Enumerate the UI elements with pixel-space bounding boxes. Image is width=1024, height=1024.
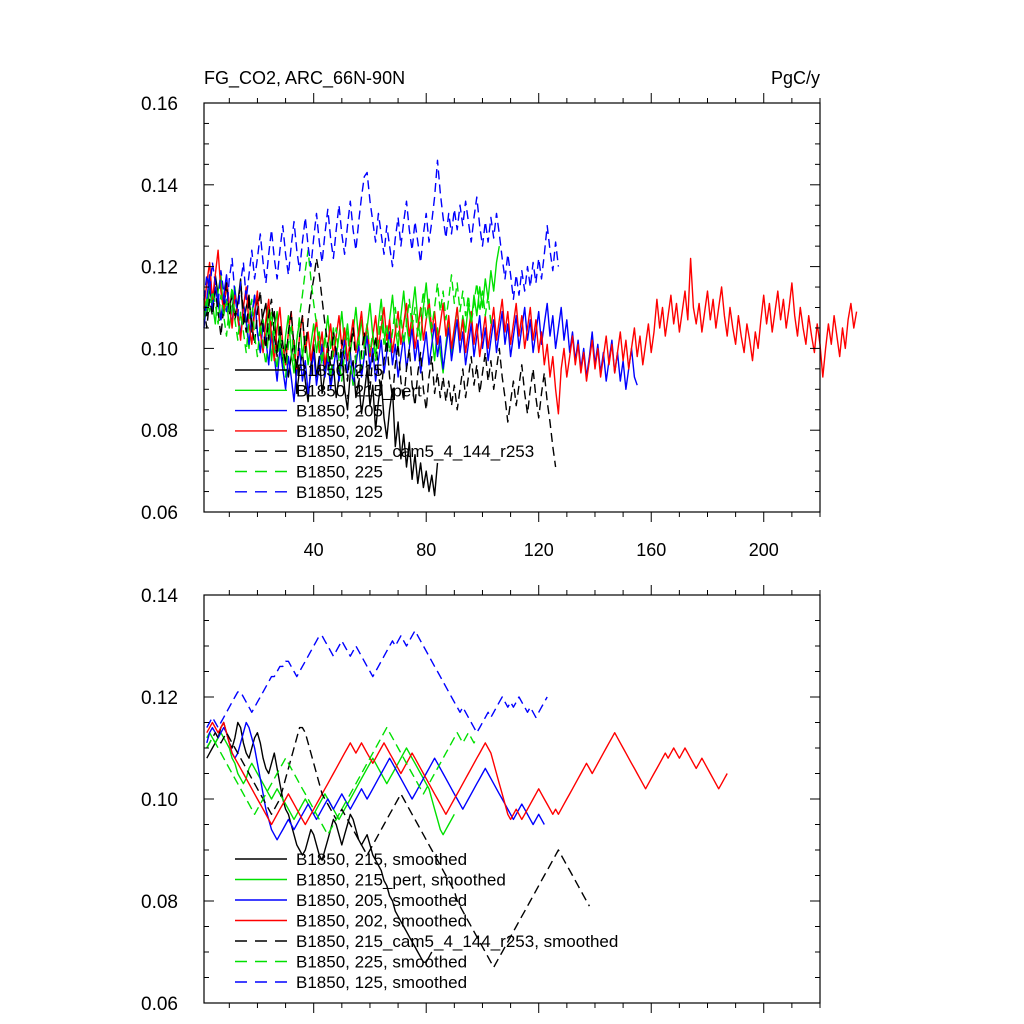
top-x-tick-label: 80 <box>416 540 436 560</box>
top-x-tick-label: 40 <box>304 540 324 560</box>
top-panel-title: FG_CO2, ARC_66N-90N <box>204 68 405 89</box>
top-series-line-6 <box>203 159 560 317</box>
bottom-legend-label-4: B1850, 215_cam5_4_144_r253, smoothed <box>296 932 618 951</box>
top-panel-units: PgC/y <box>771 68 820 88</box>
bottom-series-line-5 <box>206 726 478 836</box>
top-legend-label-5: B1850, 225 <box>296 463 383 482</box>
top-y-tick-label: 0.06 <box>141 503 178 524</box>
top-series-line-4 <box>203 257 557 468</box>
top-legend-label-4: B1850, 215_cam5_4_144_r253 <box>296 442 534 461</box>
bottom-legend-label-1: B1850, 215_pert, smoothed <box>296 871 506 890</box>
top-y-tick-label: 0.12 <box>141 258 178 279</box>
top-legend-label-3: B1850, 202 <box>296 422 383 441</box>
top-y-tick-label: 0.14 <box>141 176 178 197</box>
bottom-y-tick-label: 0.08 <box>141 892 178 913</box>
top-series-line-5 <box>203 249 492 386</box>
bottom-series-line-4 <box>206 726 591 968</box>
bottom-series-line-2 <box>206 721 545 841</box>
bottom-legend-label-2: B1850, 205, smoothed <box>296 891 467 910</box>
bottom-y-tick-label: 0.12 <box>141 688 178 709</box>
top-chart-panel: 40 80 120 160 200 0.06 0.08 0.10 0.12 0.14 0.16 B18… <box>141 93 858 560</box>
bottom-y-tick-label: 0.10 <box>141 790 178 811</box>
top-legend-label-6: B1850, 125 <box>296 483 383 502</box>
bottom-chart-panel: 0.06 0.08 0.10 0.12 0.14 B1850, 215, smoothed… <box>141 585 821 1015</box>
bottom-legend: B1850, 215, smoothed B1850, 215_pert, smo… <box>235 850 618 992</box>
top-legend-label-2: B1850, 205 <box>296 402 383 421</box>
top-x-tick-label: 200 <box>749 540 779 560</box>
top-x-tick-label: 120 <box>524 540 554 560</box>
bottom-legend-label-3: B1850, 202, smoothed <box>296 912 467 931</box>
bottom-series-line-3 <box>206 721 728 826</box>
top-y-tick-label: 0.16 <box>141 94 178 115</box>
top-series-line-2 <box>203 274 638 403</box>
top-series-line-3 <box>203 249 858 415</box>
top-y-tick-label: 0.08 <box>141 421 178 442</box>
bottom-legend-label-0: B1850, 215, smoothed <box>296 850 467 869</box>
bottom-y-tick-label: 0.06 <box>141 994 178 1015</box>
bottom-series-line-0 <box>206 721 433 963</box>
bottom-series-line-6 <box>206 630 548 734</box>
top-y-tick-label: 0.10 <box>141 339 178 360</box>
top-legend-label-0: B1850, 215 <box>296 361 383 380</box>
bottom-y-tick-label: 0.14 <box>141 586 178 607</box>
top-x-tick-label: 160 <box>636 540 666 560</box>
bottom-legend-label-6: B1850, 125, smoothed <box>296 973 467 992</box>
top-legend-label-1: B1850, 215_pert <box>296 381 422 400</box>
bottom-legend-label-5: B1850, 225, smoothed <box>296 953 467 972</box>
